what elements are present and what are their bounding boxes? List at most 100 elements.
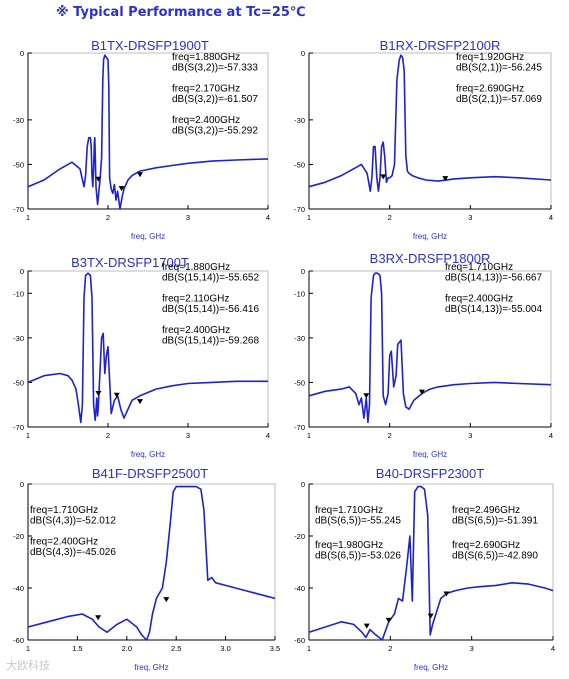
x-tick-label: 2.0 [122,644,132,653]
chart-2 [308,52,552,210]
marker-db-readout: dB(S(4,3))=-45.026 [30,547,116,558]
marker-triangle [418,389,425,395]
series-line [27,485,276,641]
x-tick-label: 2 [106,431,110,440]
marker-freq-readout: freq=1.980GHz [315,540,383,551]
series-line [308,272,552,424]
x-tick-label: 3 [468,431,472,440]
y-tick-label: -70 [294,205,305,214]
x-tick-label: 3 [186,213,190,222]
x-tick-label: 3 [468,213,472,222]
x-tick-label: 3.5 [270,644,280,653]
x-tick-label: 1.5 [72,644,82,653]
marker-db-readout: dB(S(15,14))=-59.268 [162,336,259,347]
y-tick-label: -70 [294,423,305,432]
x-tick-label: 4 [266,431,270,440]
marker-triangle [385,617,392,623]
y-tick-label: -70 [13,423,24,432]
marker-db-readout: dB(S(6,5))=-42.890 [452,551,538,562]
marker-freq-readout: freq=2.690GHz [452,540,520,551]
marker-db-readout: dB(S(2,1))=-57.069 [456,94,542,105]
plot-frame [27,483,276,641]
plot-frame [27,270,269,428]
y-tick-label: -30 [13,334,24,343]
x-tick-label: 2 [388,431,392,440]
chart-title: B1TX-DRSFP1900T [91,38,209,53]
marker-freq-readout: freq=2.690GHz [456,84,524,95]
marker-freq-readout: freq=1.710GHz [445,262,513,273]
x-tick-label: 1 [26,213,30,222]
marker-triangle [380,174,387,180]
series-line [308,485,554,641]
x-tick-label: 1 [307,213,311,222]
marker-freq-readout: freq=1.880GHz [162,262,230,273]
y-tick-label: -40 [294,584,305,593]
plot-frame [308,270,552,428]
x-tick-label: 1 [26,644,30,653]
marker-db-readout: dB(S(6,5))=-53.026 [315,551,401,562]
y-tick-label: -30 [294,334,305,343]
marker-triangle [113,392,120,398]
marker-db-readout: dB(S(14,13))=-55.004 [445,304,542,315]
y-tick-label: -70 [13,205,24,214]
y-tick-label: -40 [13,584,24,593]
marker-freq-readout: freq=2.400GHz [445,294,513,305]
marker-triangle [363,623,370,629]
marker-freq-readout: freq=2.110GHz [162,294,229,305]
marker-triangle [442,176,449,182]
y-tick-label: -20 [294,532,305,541]
marker-triangle [427,613,434,619]
chart-6 [308,483,554,641]
marker-triangle [118,186,125,192]
marker-db-readout: dB(S(15,14))=-55.652 [162,273,259,284]
watermark: 大欧科技 [6,660,50,672]
x-axis-label: freq, GHz [413,232,447,241]
y-tick-label: -30 [13,116,24,125]
x-tick-label: 2 [388,644,392,653]
x-tick-label: 3.0 [220,644,230,653]
marker-triangle [95,176,102,182]
chart-1 [27,52,269,210]
marker-freq-readout: freq=1.710GHz [315,505,383,516]
x-tick-label: 2 [388,213,392,222]
chart-title: B41F-DRSFP2500T [92,466,208,481]
marker-triangle [95,615,102,621]
chart-4 [308,270,552,428]
x-axis-label: freq, GHz [413,450,447,459]
chart-title: B1RX-DRSFP2100R [380,38,501,53]
marker-triangle [137,172,143,178]
page-title: ※ Typical Performance at Tc=25℃ [56,5,306,20]
plot-frame [308,52,552,210]
chart-3 [27,270,269,428]
marker-db-readout: dB(S(3,2))=-55.292 [172,126,258,137]
x-tick-label: 1 [26,431,30,440]
x-axis-label: freq, GHz [131,232,165,241]
chart-title: B40-DRSFP2300T [376,466,484,481]
series-line [308,54,552,192]
y-tick-label: -30 [294,116,305,125]
y-tick-label: -10 [294,289,305,298]
x-axis-label: freq, GHz [414,663,448,672]
y-tick-label: 0 [301,267,305,276]
x-axis-label: freq, GHz [134,663,168,672]
marker-freq-readout: freq=1.880GHz [172,52,240,63]
marker-freq-readout: freq=1.920GHz [456,52,524,63]
marker-db-readout: dB(S(15,14))=-56.416 [162,304,259,315]
marker-triangle [163,597,170,603]
chart-title: B3RX-DRSFP1800R [370,251,491,266]
chart-5 [27,483,276,641]
marker-triangle [363,393,370,399]
y-tick-label: -50 [13,160,24,169]
x-tick-label: 4 [266,213,270,222]
x-tick-label: 4 [551,644,555,653]
x-tick-label: 4 [549,431,553,440]
plot-frame [27,52,269,210]
marker-freq-readout: freq=2.400GHz [162,325,230,336]
marker-freq-readout: freq=2.400GHz [30,537,98,548]
y-tick-label: 0 [301,480,305,489]
marker-db-readout: dB(S(6,5))=-51.391 [452,516,538,527]
y-tick-label: -50 [13,378,24,387]
x-tick-label: 1 [307,644,311,653]
x-tick-label: 3 [470,644,474,653]
